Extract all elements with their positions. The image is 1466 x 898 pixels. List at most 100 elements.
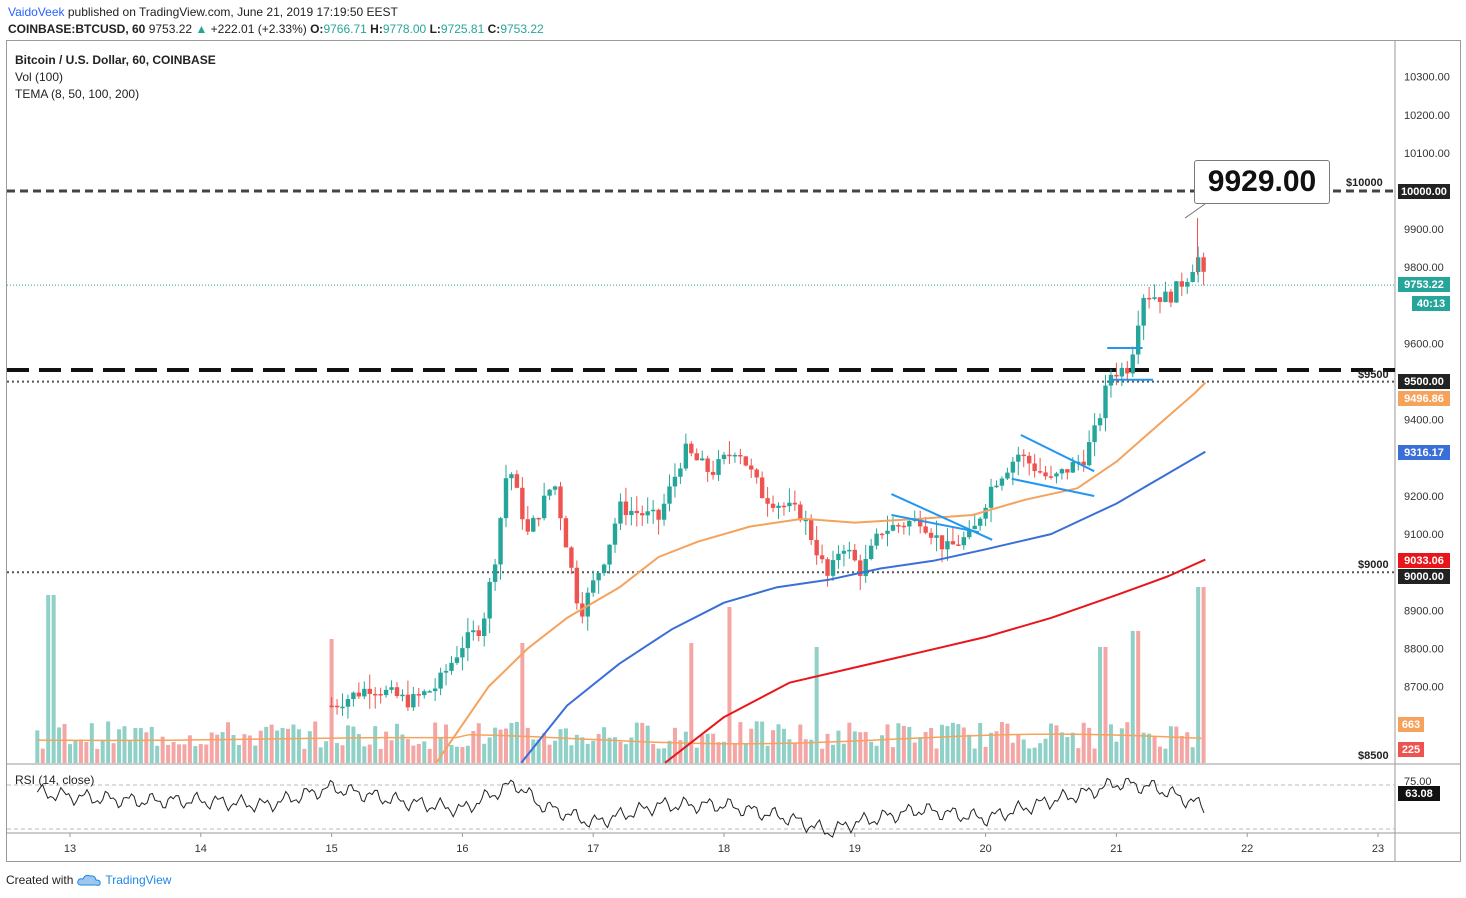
volume-bar xyxy=(1059,732,1064,763)
close-label: C: xyxy=(487,22,501,36)
volume-bar xyxy=(1130,631,1135,763)
volume-bar xyxy=(890,747,895,763)
volume-bar xyxy=(999,722,1004,763)
candle-body xyxy=(923,526,928,533)
x-tick-label: 23 xyxy=(1372,843,1384,855)
candle-body xyxy=(1092,425,1097,443)
volume-bar xyxy=(961,727,966,763)
candle-body xyxy=(1043,472,1048,477)
volume-bar xyxy=(1174,726,1179,763)
volume-bar xyxy=(133,727,138,763)
candle-body xyxy=(1065,469,1070,473)
volume-bar xyxy=(345,725,350,763)
volume-bar xyxy=(820,748,825,763)
volume-bar xyxy=(983,746,988,763)
candle-body xyxy=(629,510,634,516)
volume-bar xyxy=(78,739,83,763)
volume-bar xyxy=(542,733,547,763)
x-tick-label: 22 xyxy=(1241,843,1253,855)
candle-body xyxy=(405,694,411,708)
volume-bar xyxy=(182,744,187,763)
y-tick-label: 9100.00 xyxy=(1404,529,1444,541)
candle-body xyxy=(667,486,672,504)
candle-body xyxy=(367,688,372,694)
volume-bar xyxy=(841,743,846,763)
footer-brand-link[interactable]: TradingView xyxy=(105,873,172,887)
candle-body xyxy=(928,532,934,538)
candle-body xyxy=(443,670,449,673)
volume-bar xyxy=(427,748,432,763)
candle-body xyxy=(1005,472,1010,479)
volume-bar xyxy=(1108,724,1113,763)
candle-body xyxy=(596,573,601,581)
volume-bar xyxy=(231,734,236,763)
volume-bar xyxy=(934,748,939,763)
volume-bar xyxy=(880,735,885,763)
open-label: O: xyxy=(310,22,324,36)
candle-body xyxy=(378,694,383,696)
volume-bar xyxy=(1087,727,1092,763)
volume-bar xyxy=(1179,735,1184,763)
tag-volume-last: 225 xyxy=(1398,742,1424,757)
candle-body xyxy=(1059,469,1065,474)
volume-bar xyxy=(509,722,514,763)
volume-bar xyxy=(863,731,868,763)
candle-body xyxy=(972,525,977,530)
candle-body xyxy=(569,547,574,568)
candle-body xyxy=(460,648,465,658)
level-label-10000: $10000 xyxy=(1346,177,1383,189)
candle-body xyxy=(476,630,481,637)
volume-bar xyxy=(771,730,776,763)
volume-bar xyxy=(825,733,830,763)
candle-body xyxy=(841,550,847,554)
chart-frame[interactable] xyxy=(6,40,1461,862)
volume-bar xyxy=(580,737,585,763)
volume-bar xyxy=(335,743,340,763)
volume-bar xyxy=(596,733,601,763)
volume-bar xyxy=(700,735,705,763)
candle-body xyxy=(945,541,950,550)
tag-tema-red: 9033.06 xyxy=(1398,553,1450,568)
candle-body xyxy=(705,458,710,472)
volume-bar xyxy=(384,731,389,763)
y-tick-label: 9900.00 xyxy=(1404,224,1444,236)
volume-bar xyxy=(307,731,312,763)
candle-body xyxy=(787,502,792,507)
volume-bar xyxy=(275,730,280,763)
candle-body xyxy=(422,691,427,696)
volume-bar xyxy=(1163,748,1168,763)
candle-body xyxy=(1190,271,1195,282)
candle-body xyxy=(1114,374,1119,377)
volume-bar xyxy=(1152,735,1157,763)
volume-bar xyxy=(1185,732,1190,763)
candle-body xyxy=(351,692,356,700)
tag-rsi: 63.08 xyxy=(1398,786,1440,801)
tag-9000: 9000.00 xyxy=(1398,569,1450,584)
candle-body xyxy=(661,503,667,520)
candle-body xyxy=(743,456,748,466)
candle-body xyxy=(1195,257,1201,272)
y-tick-label: 9200.00 xyxy=(1404,491,1444,503)
candle-body xyxy=(863,559,868,576)
candle-body xyxy=(732,454,738,457)
volume-bar xyxy=(493,727,498,763)
candle-body xyxy=(1174,281,1179,303)
volume-bar xyxy=(814,647,819,763)
candle-body xyxy=(727,454,732,457)
author-link[interactable]: VaidoVeek xyxy=(8,5,65,19)
candle-body xyxy=(650,509,656,512)
candle-body xyxy=(803,519,808,522)
volume-bar xyxy=(313,721,318,763)
volume-bar xyxy=(629,737,634,763)
candle-body xyxy=(896,525,901,527)
tag-volume-ma: 663 xyxy=(1398,717,1424,732)
volume-bar xyxy=(574,734,579,763)
tema-line-1 xyxy=(435,381,1207,764)
drawings xyxy=(891,203,1206,541)
volume-bar xyxy=(258,730,263,763)
candle-body xyxy=(1103,385,1108,419)
volume-bar xyxy=(651,744,656,763)
candle-body xyxy=(585,592,590,617)
volume-bar xyxy=(869,741,874,763)
